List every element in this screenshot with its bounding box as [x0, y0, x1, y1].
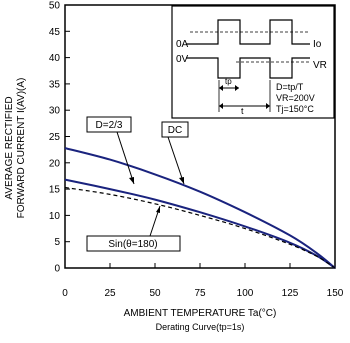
y-tick-label: 25 [49, 132, 61, 143]
inset-label-tp: tp [225, 77, 232, 86]
inset-label-io: Io [313, 39, 322, 50]
label-d23-arrowhead [129, 177, 134, 184]
x-tick-label: 125 [282, 288, 299, 299]
label-sin-text: Sin(θ=180) [108, 239, 157, 250]
y-tick-label: 45 [49, 27, 61, 38]
y-tick-label: 15 [49, 185, 61, 196]
y-axis-title-line1: AVERAGE RECTIFIED [4, 96, 15, 199]
label-dc: DC [161, 121, 189, 185]
label-sin-arrowhead [156, 206, 160, 213]
series-line-dc [64, 147, 336, 269]
inset-label-0a: 0A [176, 39, 189, 50]
x-tick-label: 0 [62, 288, 68, 299]
inset-label-tj: Tj=150°C [276, 104, 314, 114]
y-tick-label: 5 [54, 237, 60, 248]
y-tick-label: 20 [49, 158, 61, 169]
inset-waveform: 0A 0V Io VR tp t D=tp/T VR=200V Tj=150°C [171, 5, 335, 119]
label-d23-leader [116, 131, 135, 185]
x-tick-label: 25 [104, 288, 116, 299]
y-axis-title-line2: FORWARD CURRENT I(AV)(A) [16, 78, 27, 219]
y-tick-label: 35 [49, 79, 61, 90]
label-dc-box [161, 121, 189, 138]
curves-group [64, 147, 336, 269]
y-tick-label: 30 [49, 106, 61, 117]
x-axis-title: AMBIENT TEMPERATURE Ta(°C) [124, 308, 277, 319]
inset-label-0v: 0V [176, 54, 189, 65]
y-tick-label: 0 [54, 264, 60, 275]
inset-label-vr-val: VR=200V [276, 93, 315, 103]
label-d23-box [86, 116, 132, 133]
label-dc-arrowhead [179, 177, 184, 184]
y-tick-label: 40 [49, 53, 61, 64]
inset-label-d: D=tp/T [276, 82, 304, 92]
label-d23-text: D=2/3 [96, 120, 123, 131]
label-sin: Sin(θ=180) [86, 205, 181, 252]
y-tick-label: 10 [49, 211, 61, 222]
label-sin-box [86, 235, 181, 252]
series-line-d-2-3 [64, 178, 336, 269]
x-tick-label: 100 [237, 288, 254, 299]
x-tick-label: 50 [149, 288, 161, 299]
y-tick-label: 50 [49, 1, 61, 12]
inset-tp-arrowheads [219, 85, 239, 91]
series-line-sin-180- [64, 186, 336, 269]
inset-voltage-wave [186, 57, 310, 79]
x-tick-label: 150 [327, 288, 344, 299]
inset-label-t: t [241, 106, 244, 116]
x-tick-label: 75 [194, 288, 206, 299]
x-axis-subtitle: Derating Curve(tp=1s) [156, 322, 245, 332]
label-dc-text: DC [168, 125, 182, 136]
axis-ticks: 0 5 10 15 20 25 30 35 40 45 50 0 25 50 75 100 125 150 [49, 1, 344, 300]
inset-label-vr: VR [313, 60, 327, 71]
label-dc-leader [167, 136, 185, 185]
label-d23: D=2/3 [86, 116, 135, 185]
